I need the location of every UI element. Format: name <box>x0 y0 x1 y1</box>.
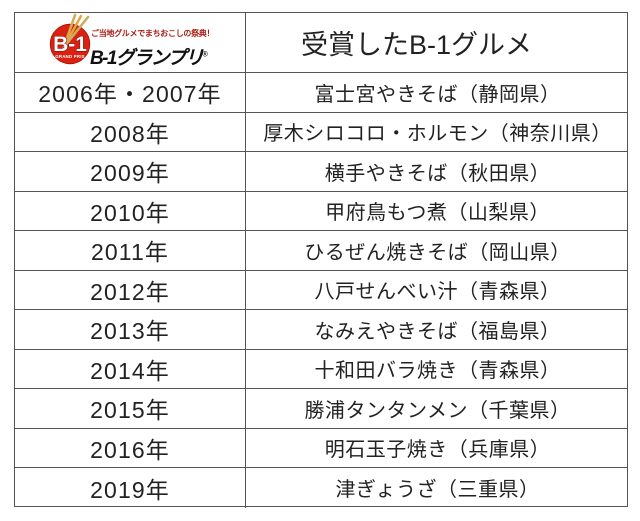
svg-text:GRAND PRIX: GRAND PRIX <box>55 54 85 59</box>
svg-text:B-1: B-1 <box>53 33 87 56</box>
